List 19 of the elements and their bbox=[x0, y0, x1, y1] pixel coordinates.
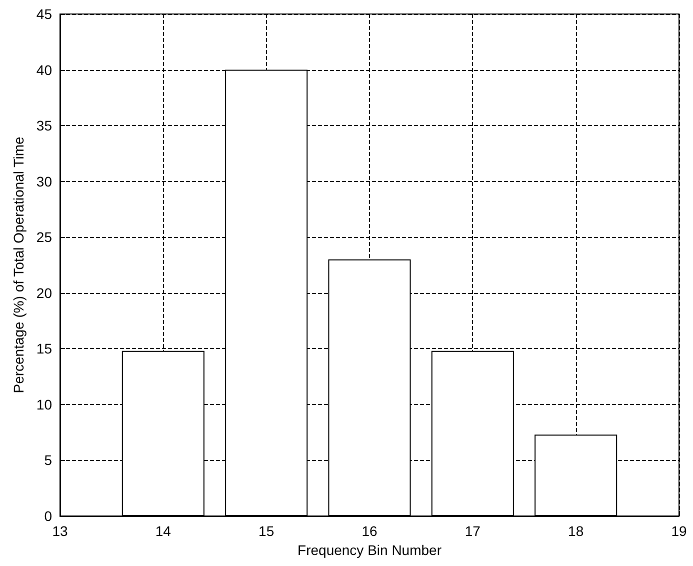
y-tick-label: 45 bbox=[36, 6, 52, 22]
y-tick-label: 5 bbox=[44, 452, 52, 468]
y-tick-label: 35 bbox=[36, 118, 52, 134]
x-tick-label: 15 bbox=[258, 523, 274, 539]
y-axis-title: Percentage (%) of Total Operational Time bbox=[10, 136, 27, 394]
y-tick-label: 15 bbox=[36, 340, 52, 357]
x-tick-label: 14 bbox=[155, 523, 172, 539]
y-tick-label: 30 bbox=[36, 173, 52, 190]
x-tick-label: 17 bbox=[464, 523, 481, 539]
x-tick-label: 19 bbox=[671, 523, 687, 539]
y-tick-label: 10 bbox=[36, 396, 52, 412]
x-axis-title: Frequency Bin Number bbox=[298, 542, 442, 558]
y-tick-label: 20 bbox=[36, 284, 52, 301]
x-tick-label: 13 bbox=[52, 523, 68, 539]
x-tick-label: 18 bbox=[568, 523, 584, 539]
y-tick-label: 40 bbox=[36, 62, 52, 78]
x-tick-label: 16 bbox=[362, 523, 378, 539]
y-tick-label: 25 bbox=[36, 229, 52, 246]
y-tick-label: 0 bbox=[44, 508, 52, 524]
